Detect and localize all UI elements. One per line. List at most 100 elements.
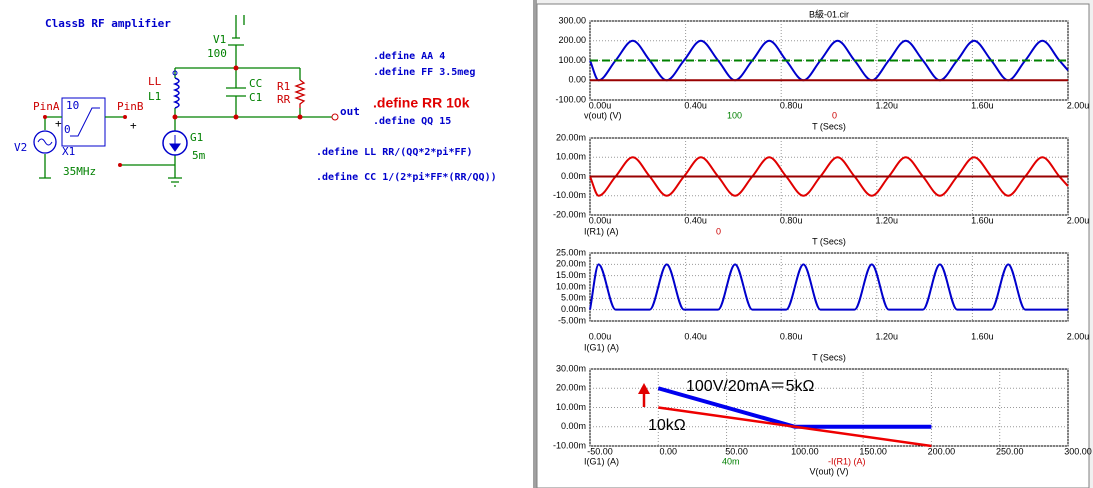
- define: .define RR 10k: [373, 95, 470, 111]
- series-line: [589, 156, 1069, 197]
- define: .define CC 1/(2*pi*FF*(RR/QQ)): [316, 171, 497, 183]
- y-tick-label: 10.00m: [556, 281, 586, 291]
- label: CC: [249, 77, 262, 90]
- plots: 300.00 200.00 100.00 0.00 -100.00 0.00u 0.40u 0…: [553, 15, 1092, 476]
- x-tick-label: 0.80u: [780, 100, 803, 110]
- x-tick-label: 0.00u: [589, 331, 612, 341]
- x-tick-label: 200.00: [928, 446, 956, 456]
- y-tick-label: 10.00m: [556, 402, 586, 412]
- y-axis-label: v(out) (V): [584, 110, 622, 120]
- label: V1: [213, 33, 226, 46]
- label: L1: [148, 90, 161, 103]
- label: 5m: [192, 149, 206, 162]
- y-tick-label: -20.00m: [553, 209, 586, 219]
- x-tick-label: 1.20u: [876, 215, 899, 225]
- schematic: ClassB RF amplifier V1 100 LL L1 CC C1 R…: [14, 15, 497, 187]
- plot-area: [589, 368, 1069, 447]
- series-line: [658, 406, 932, 448]
- x-tick-label: 100.00: [791, 446, 819, 456]
- y-tick-label: 0.00m: [561, 304, 586, 314]
- label: 0: [64, 123, 71, 136]
- y-tick-label: 20.00m: [556, 383, 586, 393]
- y-tick-label: 5.00m: [561, 293, 586, 303]
- label: +: [130, 119, 137, 132]
- terminal: [331, 113, 339, 121]
- dot: [172, 70, 178, 76]
- y-tick-label: -10.00m: [553, 440, 586, 450]
- y-tick-label: 0.00m: [561, 171, 586, 181]
- window-title: B級-01.cir: [809, 8, 849, 19]
- x-tick-label: 0.00: [660, 446, 678, 456]
- readout: -I(R1) (A): [828, 456, 866, 466]
- x-axis-label: T (Secs): [812, 121, 846, 131]
- y-tick-label: 25.00m: [556, 247, 586, 257]
- y-axis-label: I(R1) (A): [584, 226, 619, 236]
- define: .define LL RR/(QQ*2*pi*FF): [316, 146, 473, 158]
- y-axis-label: I(G1) (A): [584, 342, 619, 352]
- x-tick-label: 0.40u: [684, 100, 707, 110]
- node: [43, 115, 47, 119]
- x-tick-label: 1.60u: [971, 215, 994, 225]
- label: out: [340, 105, 360, 118]
- plot-area: [589, 20, 1069, 101]
- y-tick-label: 300.00: [558, 15, 586, 25]
- annotation: 10kΩ: [648, 417, 686, 434]
- y-tick-label: -100.00: [555, 94, 586, 104]
- y-axis-label: I(G1) (A): [584, 456, 619, 466]
- label: LL: [148, 75, 162, 88]
- y-tick-label: 20.00m: [556, 259, 586, 269]
- node: [123, 115, 127, 119]
- y-tick-label: 100.00: [558, 55, 586, 65]
- label: PinB: [117, 100, 144, 113]
- resistor: [294, 79, 306, 108]
- limiter-curve: [70, 107, 100, 137]
- x-tick-label: 1.20u: [876, 331, 899, 341]
- schematic-title: ClassB RF amplifier: [45, 17, 171, 30]
- x-axis-label: T (Secs): [812, 352, 846, 362]
- y-tick-label: -10.00m: [553, 190, 586, 200]
- x-tick-label: 1.60u: [971, 331, 994, 341]
- wires: [39, 116, 125, 179]
- readout: 0: [716, 226, 721, 236]
- y-tick-label: 0.00: [568, 75, 586, 85]
- node: [172, 114, 178, 120]
- label: C1: [249, 91, 262, 104]
- define: .define FF 3.5meg: [373, 66, 475, 78]
- x-tick-label: 150.00: [859, 446, 887, 456]
- label: V2: [14, 141, 27, 154]
- x-tick-label: 2.00u: [1067, 215, 1090, 225]
- y-tick-label: 0.00m: [561, 421, 586, 431]
- node: [233, 65, 239, 71]
- limiter: [61, 97, 106, 147]
- readout: 0: [832, 110, 837, 120]
- label: 100: [207, 47, 227, 60]
- x-tick-label: 50.00: [725, 446, 748, 456]
- x-tick-label: 1.20u: [876, 100, 899, 110]
- readout: 40m: [722, 456, 740, 466]
- arrow-head: [638, 383, 650, 394]
- ac-source: [33, 130, 57, 154]
- y-tick-label: 10.00m: [556, 152, 586, 162]
- y-tick-label: 15.00m: [556, 270, 586, 280]
- x-tick-label: -50.00: [587, 446, 613, 456]
- readout: 100: [727, 110, 742, 120]
- x-tick-label: 2.00u: [1067, 331, 1090, 341]
- node: [233, 114, 239, 120]
- define: .define AA 4: [373, 50, 445, 62]
- y-tick-label: 30.00m: [556, 363, 586, 373]
- node: [297, 114, 303, 120]
- x-axis-label: T (Secs): [812, 236, 846, 246]
- x-tick-label: 0.00u: [589, 215, 612, 225]
- current-source: [162, 130, 188, 156]
- x-tick-label: 2.00u: [1067, 100, 1090, 110]
- x-axis-label: V(out) (V): [809, 466, 848, 476]
- x-tick-label: 0.80u: [780, 331, 803, 341]
- y-tick-label: -5.00m: [558, 315, 586, 325]
- x-tick-label: 0.40u: [684, 215, 707, 225]
- source-arrow: [169, 135, 181, 152]
- annotation: 100V/20mA＝5kΩ: [686, 378, 815, 395]
- label: 35MHz: [63, 165, 96, 178]
- label: +: [55, 117, 62, 130]
- label: X1: [62, 145, 75, 158]
